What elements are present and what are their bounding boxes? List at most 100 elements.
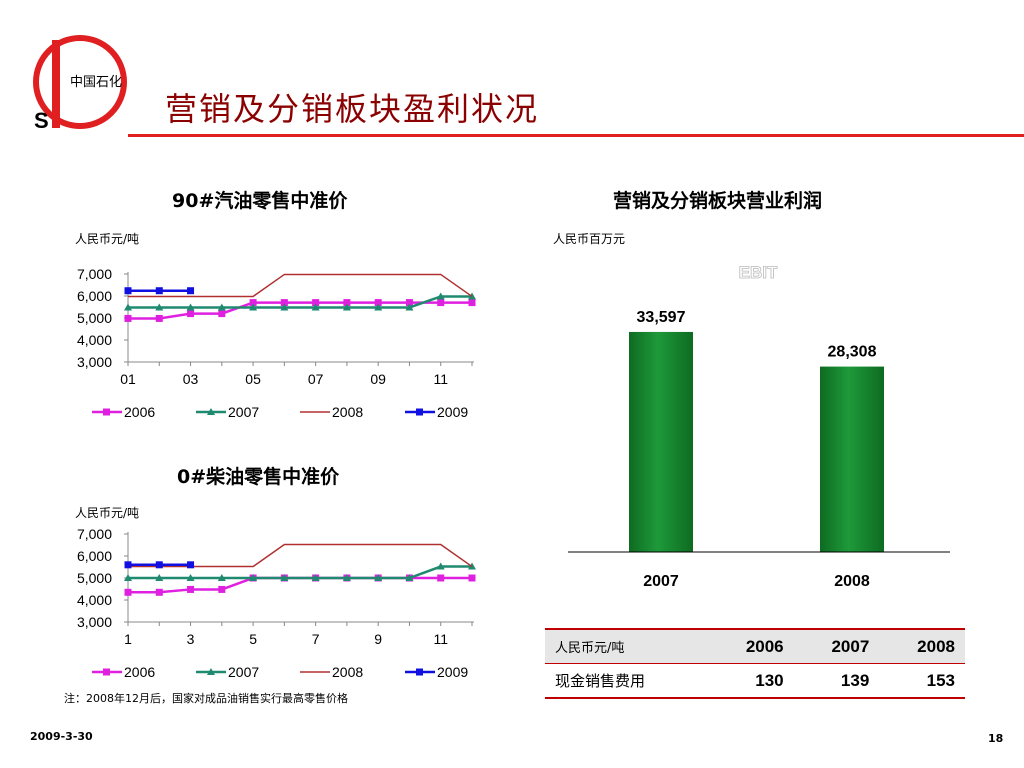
data-point: [342, 574, 351, 581]
table-header-year: 2006: [707, 628, 794, 664]
data-point: [155, 561, 163, 569]
data-point: [124, 561, 132, 569]
data-point: [374, 574, 383, 581]
data-point: [405, 299, 413, 307]
slide-title: 营销及分销板块盈利状况: [165, 90, 540, 128]
table-header-year: 2007: [793, 628, 880, 664]
diesel-unit-label: 人民币元/吨: [75, 506, 140, 520]
ebit-annotation: EBIT: [739, 263, 778, 282]
legend-label: 2009: [437, 404, 468, 420]
data-point: [437, 574, 445, 582]
legend-label: 2007: [228, 404, 259, 420]
data-point: [187, 310, 195, 318]
bar-value-label: 33,597: [637, 309, 686, 326]
data-point: [155, 588, 163, 596]
data-point: [468, 574, 476, 582]
x-tick-label: 1: [124, 631, 132, 647]
x-tick-label: 3: [187, 631, 195, 647]
table-cell: 139: [793, 663, 880, 699]
x-tick-label: 11: [433, 371, 448, 387]
data-point: [155, 574, 164, 581]
legend-label: 2008: [332, 404, 363, 420]
x-tick-label: 9: [374, 631, 382, 647]
data-point: [187, 585, 195, 593]
logo-ring: [33, 35, 127, 129]
x-tick-label: 2008: [834, 573, 870, 590]
sinopec-logo: 中国石化 S: [33, 35, 127, 132]
ebit-chart-title: 营销及分销板块营业利润: [613, 190, 823, 212]
legend-label: 2006: [124, 404, 155, 420]
legend-marker: [103, 668, 110, 676]
legend-label: 2007: [228, 664, 259, 680]
data-point: [311, 574, 320, 581]
data-point: [155, 303, 164, 311]
data-point: [468, 299, 476, 307]
legend-marker: [416, 668, 423, 676]
y-tick-label: 4,000: [77, 592, 112, 608]
logo-text: 中国石化: [70, 75, 122, 90]
data-point: [436, 562, 445, 570]
title-divider: [128, 134, 1024, 137]
data-point: [437, 299, 445, 307]
series-line-2006: [128, 301, 472, 320]
y-tick-label: 6,000: [77, 548, 112, 564]
data-point: [405, 303, 414, 311]
data-point: [436, 292, 445, 300]
bar-value-label: 28,308: [828, 344, 877, 361]
selling-expense-table: 人民币元/吨 2006 2007 2008 现金销售费用 130 139 153: [545, 628, 965, 699]
diesel-price-chart: 7,000 6,000 5,000 4,000 3,000 1 3 5 7 9 11 2006 2007…: [77, 526, 476, 680]
y-tick-label: 3,000: [77, 614, 112, 630]
x-tick-label: 7: [312, 631, 320, 647]
data-point: [155, 314, 163, 322]
x-tick-label: 07: [308, 371, 324, 387]
table-header-year: 2008: [879, 628, 965, 664]
x-tick-label: 01: [120, 371, 136, 387]
data-point: [280, 303, 289, 311]
x-tick-label: 05: [245, 371, 261, 387]
table-cell: 153: [879, 663, 965, 699]
data-point: [312, 299, 320, 307]
y-tick-label: 7,000: [77, 526, 112, 542]
data-point: [186, 303, 195, 311]
data-point: [124, 588, 132, 596]
data-point: [249, 574, 258, 581]
table-cell: 130: [707, 663, 794, 699]
data-point: [217, 574, 226, 581]
gasoline-price-chart: 7,000 6,000 5,000 4,000 3,000 01 03 05 07 09 11 200…: [77, 266, 476, 420]
series-line-2008: [128, 543, 473, 568]
x-tick-label: 11: [433, 631, 448, 647]
x-tick-label: 2007: [643, 573, 679, 590]
data-point: [218, 585, 226, 593]
x-tick-label: 5: [249, 631, 257, 647]
data-point: [249, 303, 258, 311]
legend-marker: [103, 408, 110, 416]
data-point: [311, 303, 320, 311]
legend-marker: [207, 408, 215, 415]
data-point: [124, 574, 132, 581]
data-point: [124, 287, 132, 295]
page-number: 18: [988, 732, 1004, 745]
legend-label: 2009: [437, 664, 468, 680]
y-tick-label: 4,000: [77, 332, 112, 348]
legend-marker: [207, 668, 215, 675]
table-header-unit: 人民币元/吨: [545, 628, 708, 664]
y-tick-label: 7,000: [77, 266, 112, 282]
data-point: [155, 287, 163, 295]
y-tick-label: 5,000: [77, 310, 112, 326]
table-row-label: 现金销售费用: [545, 663, 708, 699]
ebit-unit-label: 人民币百万元: [553, 232, 626, 246]
x-tick-label: 09: [370, 371, 386, 387]
gasoline-chart-title: 90#汽油零售中准价: [172, 190, 348, 212]
data-point: [343, 299, 351, 307]
x-tick-label: 03: [183, 371, 199, 387]
data-point: [374, 303, 383, 311]
series-line-2007: [128, 565, 472, 580]
table-header-row: 人民币元/吨 2006 2007 2008: [545, 628, 965, 664]
data-point: [186, 574, 195, 581]
bar: [629, 331, 693, 552]
footer-date: 2009-3-30: [30, 730, 93, 743]
ebit-bar-chart: EBIT 33,597 2007 28,308 2008: [568, 263, 950, 590]
data-point: [280, 574, 289, 581]
data-point: [124, 314, 132, 322]
legend-label: 2008: [332, 664, 363, 680]
